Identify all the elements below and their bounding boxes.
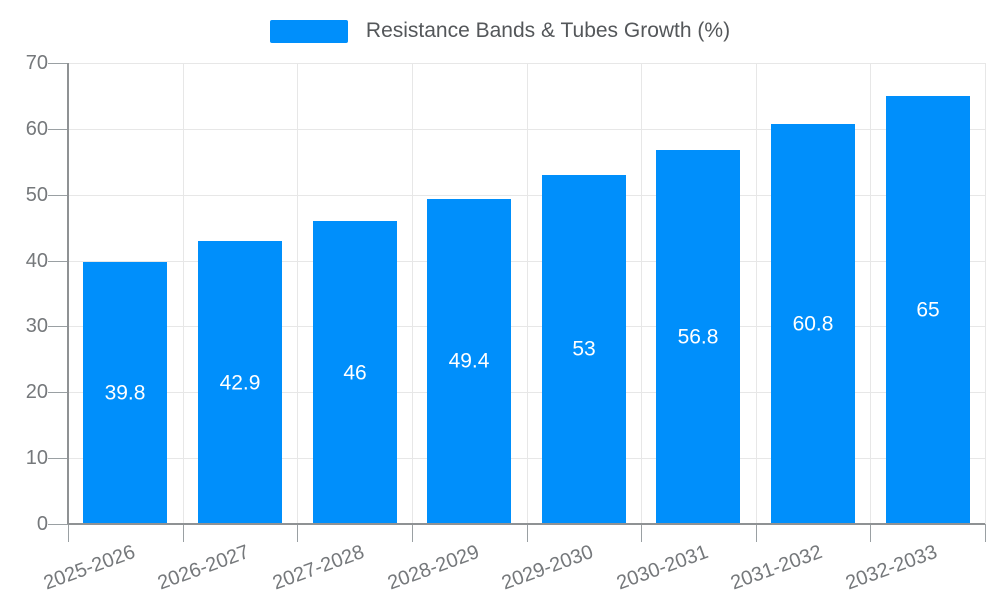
bar[interactable] xyxy=(427,199,511,524)
x-axis-tick xyxy=(870,524,871,542)
y-axis-tick xyxy=(48,524,68,525)
y-axis-tick-label: 60 xyxy=(25,118,48,140)
legend-marker-swatch xyxy=(269,19,348,43)
bar-value-label: 46 xyxy=(343,361,367,385)
bar[interactable] xyxy=(313,221,397,524)
gridline-horizontal xyxy=(68,63,985,64)
bar[interactable] xyxy=(771,124,855,524)
bar-value-label: 49.4 xyxy=(448,349,490,373)
x-axis-tick xyxy=(985,524,986,542)
gridline-horizontal xyxy=(68,261,985,262)
gridline-vertical xyxy=(870,63,871,524)
bar[interactable] xyxy=(198,241,282,524)
y-axis-tick-label: 40 xyxy=(25,250,48,272)
x-axis-tick xyxy=(183,524,184,542)
bar[interactable] xyxy=(656,150,740,524)
bar-value-label: 53 xyxy=(572,337,596,361)
bar-value-label: 65 xyxy=(916,298,940,322)
y-axis-tick xyxy=(48,261,68,262)
gridline-vertical xyxy=(412,63,413,524)
y-axis-line xyxy=(67,63,69,524)
y-axis-tick-label: 50 xyxy=(25,184,48,206)
x-axis-tick xyxy=(412,524,413,542)
y-axis-tick xyxy=(48,458,68,459)
legend-label: Resistance Bands & Tubes Growth (%) xyxy=(365,19,731,42)
chart-legend: Resistance Bands & Tubes Growth (%) xyxy=(0,18,1000,44)
gridline-vertical xyxy=(527,63,528,524)
x-axis-tick xyxy=(68,524,69,542)
gridline-horizontal xyxy=(68,129,985,130)
y-axis-tick xyxy=(48,129,68,130)
gridline-vertical xyxy=(297,63,298,524)
x-axis-category-label: 2026-2027 xyxy=(155,541,253,595)
y-axis-tick-label: 70 xyxy=(25,52,48,74)
bar[interactable] xyxy=(83,262,167,524)
gridline-horizontal xyxy=(68,326,985,327)
x-axis-category-label: 2031-2032 xyxy=(728,541,826,595)
x-axis-tick xyxy=(756,524,757,542)
y-axis-tick-label: 30 xyxy=(25,315,48,337)
legend-item[interactable]: Resistance Bands & Tubes Growth (%) xyxy=(269,18,731,44)
x-axis-category-label: 2028-2029 xyxy=(384,541,482,595)
bar-value-label: 60.8 xyxy=(792,312,834,336)
gridline-vertical xyxy=(756,63,757,524)
gridline-horizontal xyxy=(68,458,985,459)
x-axis-tick xyxy=(297,524,298,542)
y-axis-tick xyxy=(48,63,68,64)
bar-value-label: 56.8 xyxy=(677,325,719,349)
gridline-horizontal xyxy=(68,195,985,196)
bar[interactable] xyxy=(542,175,626,524)
gridline-vertical xyxy=(985,63,986,524)
y-axis-tick-label: 20 xyxy=(25,381,48,403)
bar[interactable] xyxy=(886,96,970,524)
gridline-vertical xyxy=(183,63,184,524)
y-axis-tick xyxy=(48,326,68,327)
x-axis-category-label: 2030-2031 xyxy=(613,541,711,595)
x-axis-category-label: 2025-2026 xyxy=(40,541,138,595)
x-axis-category-label: 2027-2028 xyxy=(269,541,368,595)
x-axis-category-label: 2029-2030 xyxy=(498,541,597,595)
y-axis-tick xyxy=(48,195,68,196)
gridline-horizontal xyxy=(68,392,985,393)
x-axis-tick xyxy=(641,524,642,542)
x-axis-line xyxy=(68,523,985,525)
gridline-vertical xyxy=(641,63,642,524)
x-axis-tick xyxy=(527,524,528,542)
bar-value-label: 42.9 xyxy=(219,371,261,395)
bar-value-label: 39.8 xyxy=(104,381,146,405)
x-axis-category-label: 2032-2033 xyxy=(842,541,941,595)
y-axis-tick-label: 0 xyxy=(36,513,48,535)
y-axis-tick-label: 10 xyxy=(25,447,48,469)
y-axis-tick xyxy=(48,392,68,393)
